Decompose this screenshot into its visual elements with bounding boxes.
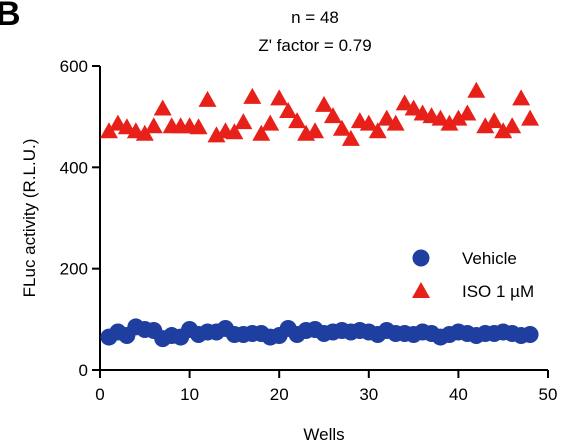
iso-point — [485, 112, 504, 129]
panel-label: B — [0, 0, 21, 33]
iso-point — [306, 122, 325, 139]
iso-point — [449, 109, 468, 126]
x-tick-label: 40 — [449, 385, 468, 404]
x-axis-ticks: 0 10 20 30 40 50 — [95, 370, 557, 404]
chart-title: n = 48 — [291, 8, 339, 27]
iso-point — [431, 109, 450, 126]
y-tick-label: 600 — [60, 57, 88, 76]
iso-point — [503, 117, 522, 134]
iso-point — [270, 89, 289, 106]
data-points — [99, 81, 540, 348]
x-tick-label: 30 — [359, 385, 378, 404]
y-tick-label: 0 — [79, 361, 88, 380]
x-tick-label: 10 — [180, 385, 199, 404]
iso-point — [243, 87, 262, 104]
iso-point — [135, 124, 154, 141]
y-axis-title: FLuc activity (R.L.U.) — [20, 139, 39, 298]
iso-point — [332, 119, 351, 136]
iso-point — [99, 122, 118, 139]
iso-point — [512, 89, 531, 106]
iso-point — [467, 81, 486, 98]
iso-point — [377, 109, 396, 126]
legend-vehicle-marker — [412, 249, 430, 267]
legend-vehicle-label: Vehicle — [462, 249, 517, 268]
iso-point — [207, 126, 226, 143]
iso-point — [476, 117, 495, 134]
iso-point — [288, 112, 307, 129]
legend-iso-marker — [412, 282, 430, 298]
legend-iso-label: ISO 1 µM — [462, 282, 534, 301]
iso-point — [341, 129, 360, 146]
iso-point — [359, 114, 378, 131]
iso-point — [225, 123, 244, 140]
x-tick-label: 0 — [95, 385, 104, 404]
iso-point — [368, 122, 387, 139]
x-tick-label: 20 — [270, 385, 289, 404]
iso-point — [153, 99, 172, 116]
iso-point — [440, 114, 459, 131]
vehicle-point — [521, 326, 539, 344]
iso-point — [315, 95, 333, 112]
iso-point — [323, 107, 342, 124]
iso-point — [458, 104, 477, 121]
axes — [99, 66, 548, 371]
iso-point — [395, 94, 414, 111]
iso-point — [279, 102, 298, 118]
y-tick-label: 400 — [60, 158, 88, 177]
legend: Vehicle ISO 1 µM — [412, 249, 534, 301]
iso-point — [494, 122, 513, 139]
iso-point — [521, 109, 540, 126]
iso-point — [144, 117, 163, 134]
y-axis-ticks: 0 200 400 600 — [60, 57, 100, 380]
iso-point — [189, 118, 208, 135]
iso-point — [386, 114, 405, 131]
x-tick-label: 50 — [539, 385, 558, 404]
iso-point — [261, 114, 280, 131]
y-tick-label: 200 — [60, 260, 88, 279]
iso-point — [234, 113, 253, 130]
iso-point — [252, 124, 271, 141]
chart-subtitle: Z' factor = 0.79 — [258, 36, 371, 55]
x-axis-title: Wells — [303, 425, 344, 444]
iso-point — [198, 90, 217, 107]
iso-point — [404, 99, 423, 116]
